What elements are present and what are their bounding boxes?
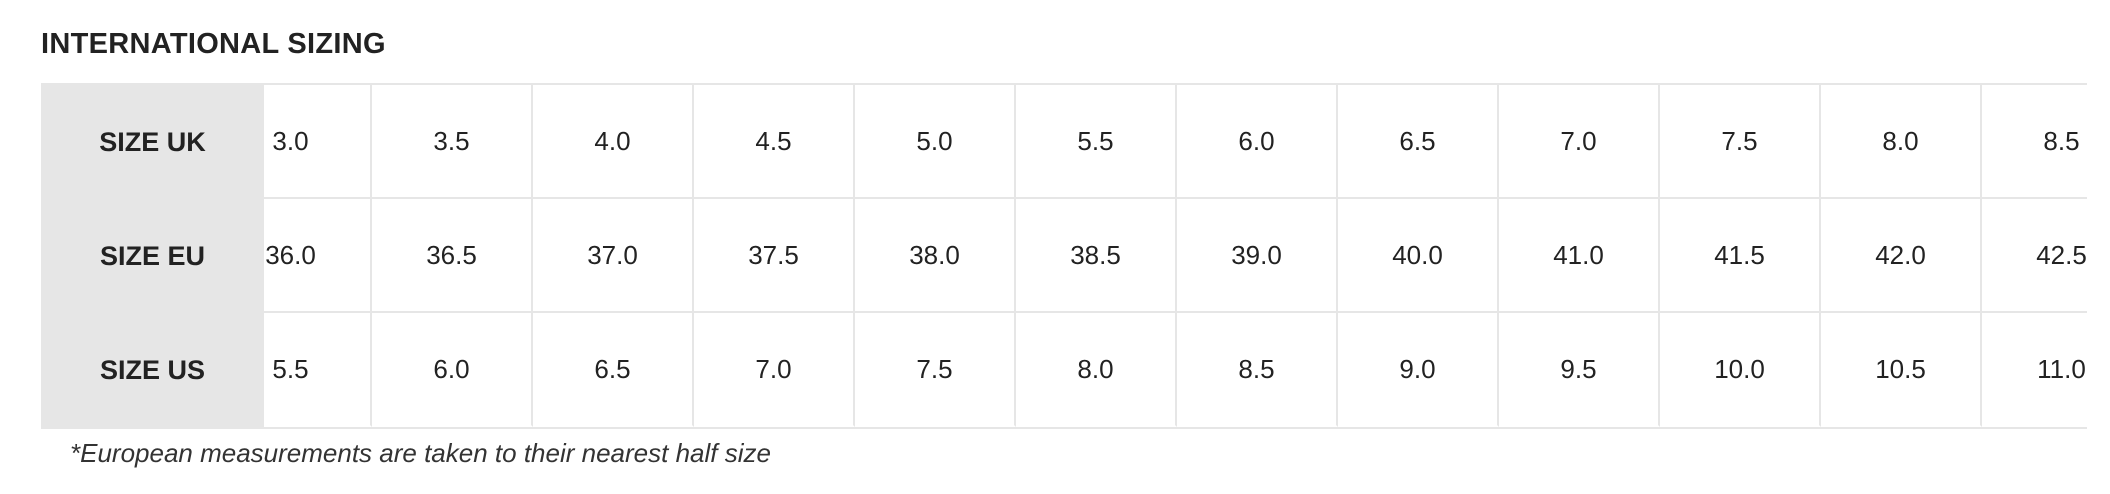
size-cell: 7.5: [1660, 85, 1821, 199]
size-cell: 7.0: [694, 313, 855, 427]
size-cell: 36.5: [372, 199, 533, 313]
row-header: SIZE US: [99, 354, 206, 385]
section-title: INTERNATIONAL SIZING: [41, 28, 386, 60]
size-cell: 42.0: [1821, 199, 1982, 313]
size-cell: 11.0: [1982, 313, 2087, 427]
size-cell: 38.5: [1016, 199, 1177, 313]
size-table: SIZE UK SIZE EU SIZE US 3.0 3.5 4.0 4.5 5.0 5.5…: [41, 83, 2087, 429]
size-cell: 10.5: [1821, 313, 1982, 427]
size-cell: 9.5: [1499, 313, 1660, 427]
size-cell: 5.5: [264, 313, 372, 427]
size-cell: 8.5: [1982, 85, 2087, 199]
size-cell: 8.5: [1177, 313, 1338, 427]
size-cell: 41.5: [1660, 199, 1821, 313]
size-cell: 4.5: [694, 85, 855, 199]
size-cell: 7.5: [855, 313, 1016, 427]
size-cell: 8.0: [1821, 85, 1982, 199]
size-cell: 40.0: [1338, 199, 1499, 313]
footnote: *European measurements are taken to thei…: [70, 438, 771, 468]
size-cell: 36.0: [264, 199, 372, 313]
size-cell: 10.0: [1660, 313, 1821, 427]
row-header: SIZE EU: [99, 240, 206, 271]
row-headers: SIZE UK SIZE EU SIZE US: [41, 85, 264, 427]
size-cell: 37.0: [533, 199, 694, 313]
size-cell: 38.0: [855, 199, 1016, 313]
size-cell: 42.5: [1982, 199, 2087, 313]
size-cell: 6.5: [1338, 85, 1499, 199]
row-header: SIZE UK: [99, 126, 206, 157]
size-cell: 39.0: [1177, 199, 1338, 313]
size-cell: 5.0: [855, 85, 1016, 199]
size-cell: 6.0: [372, 313, 533, 427]
size-cell: 7.0: [1499, 85, 1660, 199]
size-cell: 4.0: [533, 85, 694, 199]
size-cell: 6.0: [1177, 85, 1338, 199]
size-cell: 41.0: [1499, 199, 1660, 313]
table-cells: 3.0 3.5 4.0 4.5 5.0 5.5 6.0 6.5 7.0 7.5 8.0 8.5 36.0…: [264, 85, 2087, 427]
size-cell: 9.0: [1338, 313, 1499, 427]
size-cell: 3.5: [372, 85, 533, 199]
size-cell: 5.5: [1016, 85, 1177, 199]
size-cell: 37.5: [694, 199, 855, 313]
size-cell: 8.0: [1016, 313, 1177, 427]
size-cell: 6.5: [533, 313, 694, 427]
size-cell: 3.0: [264, 85, 372, 199]
